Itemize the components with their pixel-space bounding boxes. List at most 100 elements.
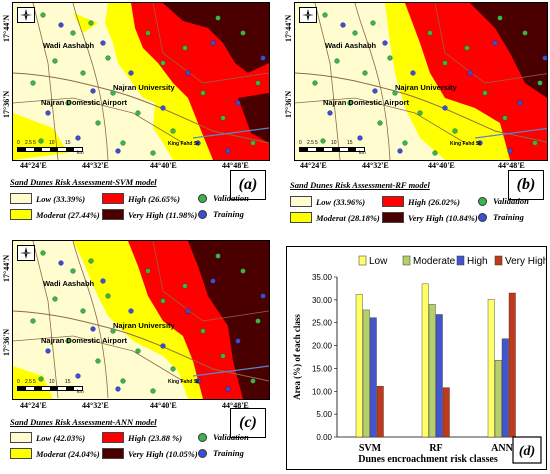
legend-validation: Validation (213, 193, 249, 203)
validation-point (387, 55, 393, 61)
lat-tick-2: 17°36'N (284, 90, 293, 118)
wadi-label: Wadi Aashabh (43, 279, 95, 288)
training-dot-icon (478, 212, 487, 222)
training-point (397, 148, 403, 154)
high-swatch (102, 193, 124, 204)
validation-point (537, 80, 543, 86)
x-category-label: ANN (491, 443, 513, 454)
scale-bar: 0 2.5 5 10 15 km (299, 140, 389, 156)
scale-bar: 0 2.5 5 10 15 km (17, 140, 107, 156)
wadi-label: Wadi Aashabh (43, 41, 95, 50)
legend-label: Low (369, 256, 388, 267)
training-point (260, 293, 266, 299)
validation-point (240, 268, 246, 274)
panel-title: Sand Dunes Risk Assessment-RF model (290, 180, 430, 190)
training-point (372, 88, 378, 94)
panel-title: Sand Dunes Risk Assessment-ANN model (10, 417, 157, 427)
map-canvas (13, 241, 269, 399)
training-point (185, 308, 191, 314)
validation-point (432, 150, 438, 156)
y-tick-label: 20.00 (312, 342, 333, 351)
very-high-risk-area (470, 3, 547, 98)
moderate-swatch (290, 212, 312, 223)
panel-label: (c) (230, 408, 266, 438)
legend-training: Training (213, 209, 244, 219)
low-swatch (290, 196, 312, 207)
scale-tick: 15 (347, 140, 353, 146)
legend-validation: Validation (493, 196, 529, 206)
training-point (45, 348, 51, 354)
training-point (442, 105, 448, 111)
training-point (128, 70, 134, 76)
svm-risk-map[interactable]: Wadi Aashabh Najran University Najran Dome… (12, 2, 270, 161)
validation-point (392, 90, 398, 96)
scale-unit: km (359, 150, 366, 156)
bar (428, 304, 436, 438)
validation-point (52, 296, 58, 302)
training-point (210, 40, 216, 46)
training-point (225, 148, 231, 154)
validation-point (240, 30, 246, 36)
validation-point (442, 60, 448, 66)
validation-point (220, 115, 226, 121)
scale-tick: 2.5 (25, 379, 32, 385)
lon-tick-2: 44°32'E (82, 401, 109, 410)
validation-point (170, 366, 176, 372)
training-point (58, 260, 64, 266)
ann-risk-map[interactable]: Wadi Aashabh Najran University Najran Dome… (12, 240, 270, 400)
training-point (185, 70, 191, 76)
lon-tick-3: 44°40'E (150, 161, 177, 170)
low-swatch (10, 432, 32, 443)
training-point (517, 100, 523, 106)
panel-label: (d) (519, 444, 535, 459)
validation-point (182, 283, 188, 289)
north-arrow-icon (299, 7, 317, 23)
validation-point (145, 30, 151, 36)
legend-very-high: Very High (11.98%) (128, 209, 198, 220)
bar (494, 359, 502, 438)
scale-tick: 5 (33, 140, 36, 146)
scale-tick: 0 (17, 140, 20, 146)
training-point (195, 140, 201, 146)
training-point (100, 278, 106, 284)
legend-high: High (23.88 %) (128, 432, 183, 443)
bar (376, 386, 384, 438)
king-fahd-road-line (474, 127, 547, 139)
lon-tick-4: 44°48'E (222, 401, 249, 410)
validation-point (120, 140, 126, 146)
validation-point (347, 100, 353, 106)
training-point (260, 55, 266, 61)
bar (355, 294, 363, 438)
training-point (410, 70, 416, 76)
validation-point (502, 115, 508, 121)
bar (508, 292, 516, 438)
road-line (32, 3, 59, 160)
lon-tick-1: 44°24'E (20, 401, 47, 410)
scale-tick: 5 (33, 379, 36, 385)
training-point (160, 343, 166, 349)
training-point (225, 386, 231, 392)
validation-point (110, 90, 116, 96)
lon-tick-2: 44°32'E (82, 161, 109, 170)
lon-tick-1: 44°24'E (300, 161, 327, 170)
lat-tick-1: 17°44'N (284, 14, 293, 42)
legend-swatch (402, 255, 411, 266)
bar (421, 283, 429, 438)
panel-label: (a) (230, 170, 266, 200)
road-line (152, 241, 269, 322)
validation-point (70, 30, 76, 36)
y-tick-label: 25.00 (312, 319, 333, 328)
road-line (152, 3, 269, 84)
validation-point (417, 110, 423, 116)
training-point (235, 338, 241, 344)
legend-low: Low (33.96%) (316, 196, 366, 207)
legend-moderate: Moderat (27.44%) (36, 209, 100, 220)
lat-tick-1: 17°44'N (2, 14, 11, 42)
x-category-label: RF (429, 443, 442, 454)
validation-point (40, 12, 46, 18)
validation-point (160, 298, 166, 304)
rf-risk-map[interactable]: Wadi Aashabh Najran University Najran Dome… (294, 2, 548, 161)
training-point (90, 88, 96, 94)
scale-tick: 2.5 (25, 140, 32, 146)
road-line (72, 3, 109, 160)
